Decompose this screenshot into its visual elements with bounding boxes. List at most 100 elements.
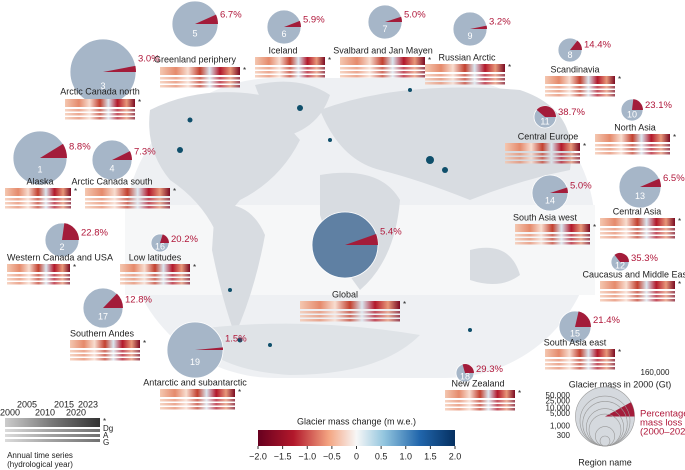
region-number: 19 (190, 357, 200, 367)
region-name: North Asia (614, 122, 656, 132)
loss-label: 22.8% (81, 228, 108, 239)
strip-label: * (618, 348, 621, 357)
pie-wedge (284, 20, 301, 27)
strip-label: * (238, 388, 241, 397)
time-series-strip (300, 315, 400, 318)
region-number: 16 (155, 241, 165, 251)
time-series-strip (160, 67, 240, 75)
strip-label: * (673, 133, 676, 142)
time-series-strip (5, 198, 71, 201)
pie-wedge (550, 187, 568, 193)
time-series-strip (65, 113, 135, 116)
loss-label: 6.5% (663, 173, 685, 184)
year-label: 2000 (0, 407, 20, 417)
time-series-strip (545, 349, 615, 357)
region-name: Russian Arctic (438, 52, 496, 62)
colorbar-title: Glacier mass change (m w.e.) (297, 416, 416, 426)
time-series-strip (545, 359, 615, 362)
time-series-strip (160, 77, 240, 80)
pie-wedge (40, 143, 67, 158)
strip-label: * (508, 63, 511, 72)
year-label: 2015 (54, 399, 74, 409)
loss-label: 5.0% (570, 180, 592, 191)
legend-caption: Annual time series (7, 451, 73, 460)
loss-caption: Percentage (640, 409, 685, 420)
pie-wedge (536, 105, 556, 117)
legend-strip (5, 439, 100, 442)
time-series-strip (160, 85, 240, 88)
time-series-strip (600, 295, 675, 298)
loss-label: 7.3% (134, 147, 156, 158)
colorbar-tick-label: −1.0 (298, 451, 316, 461)
loss-label: 3.0% (138, 53, 160, 64)
region-name: Southern Andes (70, 328, 135, 338)
time-series-strip (5, 202, 71, 205)
region-number: 6 (281, 29, 286, 39)
strip-label: * (428, 56, 431, 65)
time-series-strip (160, 403, 235, 406)
time-series-strip (545, 363, 615, 366)
region-name: Arctic Canada south (71, 176, 152, 186)
mass-legend-label: 50,000 (546, 391, 571, 400)
strip-label: * (243, 66, 246, 75)
map (125, 78, 595, 378)
legend-caption: (hydrological year) (7, 460, 73, 469)
time-series-strip (160, 81, 240, 84)
strip-label: * (583, 142, 586, 151)
time-series-strip (425, 82, 505, 85)
time-series-strip (65, 99, 135, 107)
strip-label: * (193, 263, 196, 272)
time-series-strip (445, 408, 515, 411)
region-number: 11 (540, 116, 549, 126)
region-number: 8 (567, 50, 572, 60)
region-number: 1 (37, 165, 42, 175)
region-name: Caucasus and Middle East (582, 269, 685, 279)
time-series-strip (255, 71, 325, 74)
time-series-strip (595, 148, 670, 151)
region-number: 2 (59, 242, 64, 252)
loss-label: 6.7% (220, 9, 242, 20)
mass-legend-label: 25,000 (546, 397, 571, 406)
mass-legend-label: 5,000 (550, 409, 571, 418)
time-series-strip (545, 94, 615, 97)
region-number: 17 (98, 311, 108, 321)
time-series-strip (70, 340, 140, 348)
loss-label: 35.3% (631, 253, 658, 264)
time-series-strip (160, 407, 235, 410)
time-series-strip (7, 274, 70, 277)
strip-label: G (103, 438, 109, 447)
strip-label: * (173, 187, 176, 196)
time-series-strip (255, 75, 325, 78)
time-series-strip (70, 354, 140, 357)
loss-label: 5.0% (404, 10, 426, 21)
pie-wedge (462, 363, 474, 373)
pie-wedge (614, 252, 629, 262)
time-series-strip (300, 319, 400, 322)
time-series-strip (425, 64, 505, 72)
region-number: 5 (192, 29, 197, 39)
time-series-strip (255, 57, 325, 65)
region-number: 12 (615, 260, 625, 270)
year-label: 2020 (66, 407, 86, 417)
region-number: 3 (100, 81, 105, 91)
region-name: Alaska (26, 176, 53, 186)
loss-label: 20.2% (171, 234, 198, 245)
region-name: South Asia west (513, 212, 578, 222)
colorbar-tick-label: 0 (354, 451, 359, 461)
strip-label: * (74, 187, 77, 196)
time-series-strip (340, 71, 425, 74)
loss-label: 23.1% (645, 100, 672, 111)
time-series-strip (120, 274, 190, 277)
time-series-strip (120, 278, 190, 281)
loss-label: 38.7% (558, 107, 585, 118)
strip-label: * (138, 98, 141, 107)
name-caption: Region name (578, 457, 632, 467)
mass-legend-label: 300 (557, 431, 571, 440)
time-series-strip (545, 90, 615, 93)
time-series-strip (7, 278, 70, 281)
strip-label: * (73, 263, 76, 272)
mass-legend-circle (599, 435, 611, 447)
time-series-strip (445, 404, 515, 407)
region-number: 14 (545, 195, 555, 205)
colorbar-tick-label: 0.5 (375, 451, 388, 461)
